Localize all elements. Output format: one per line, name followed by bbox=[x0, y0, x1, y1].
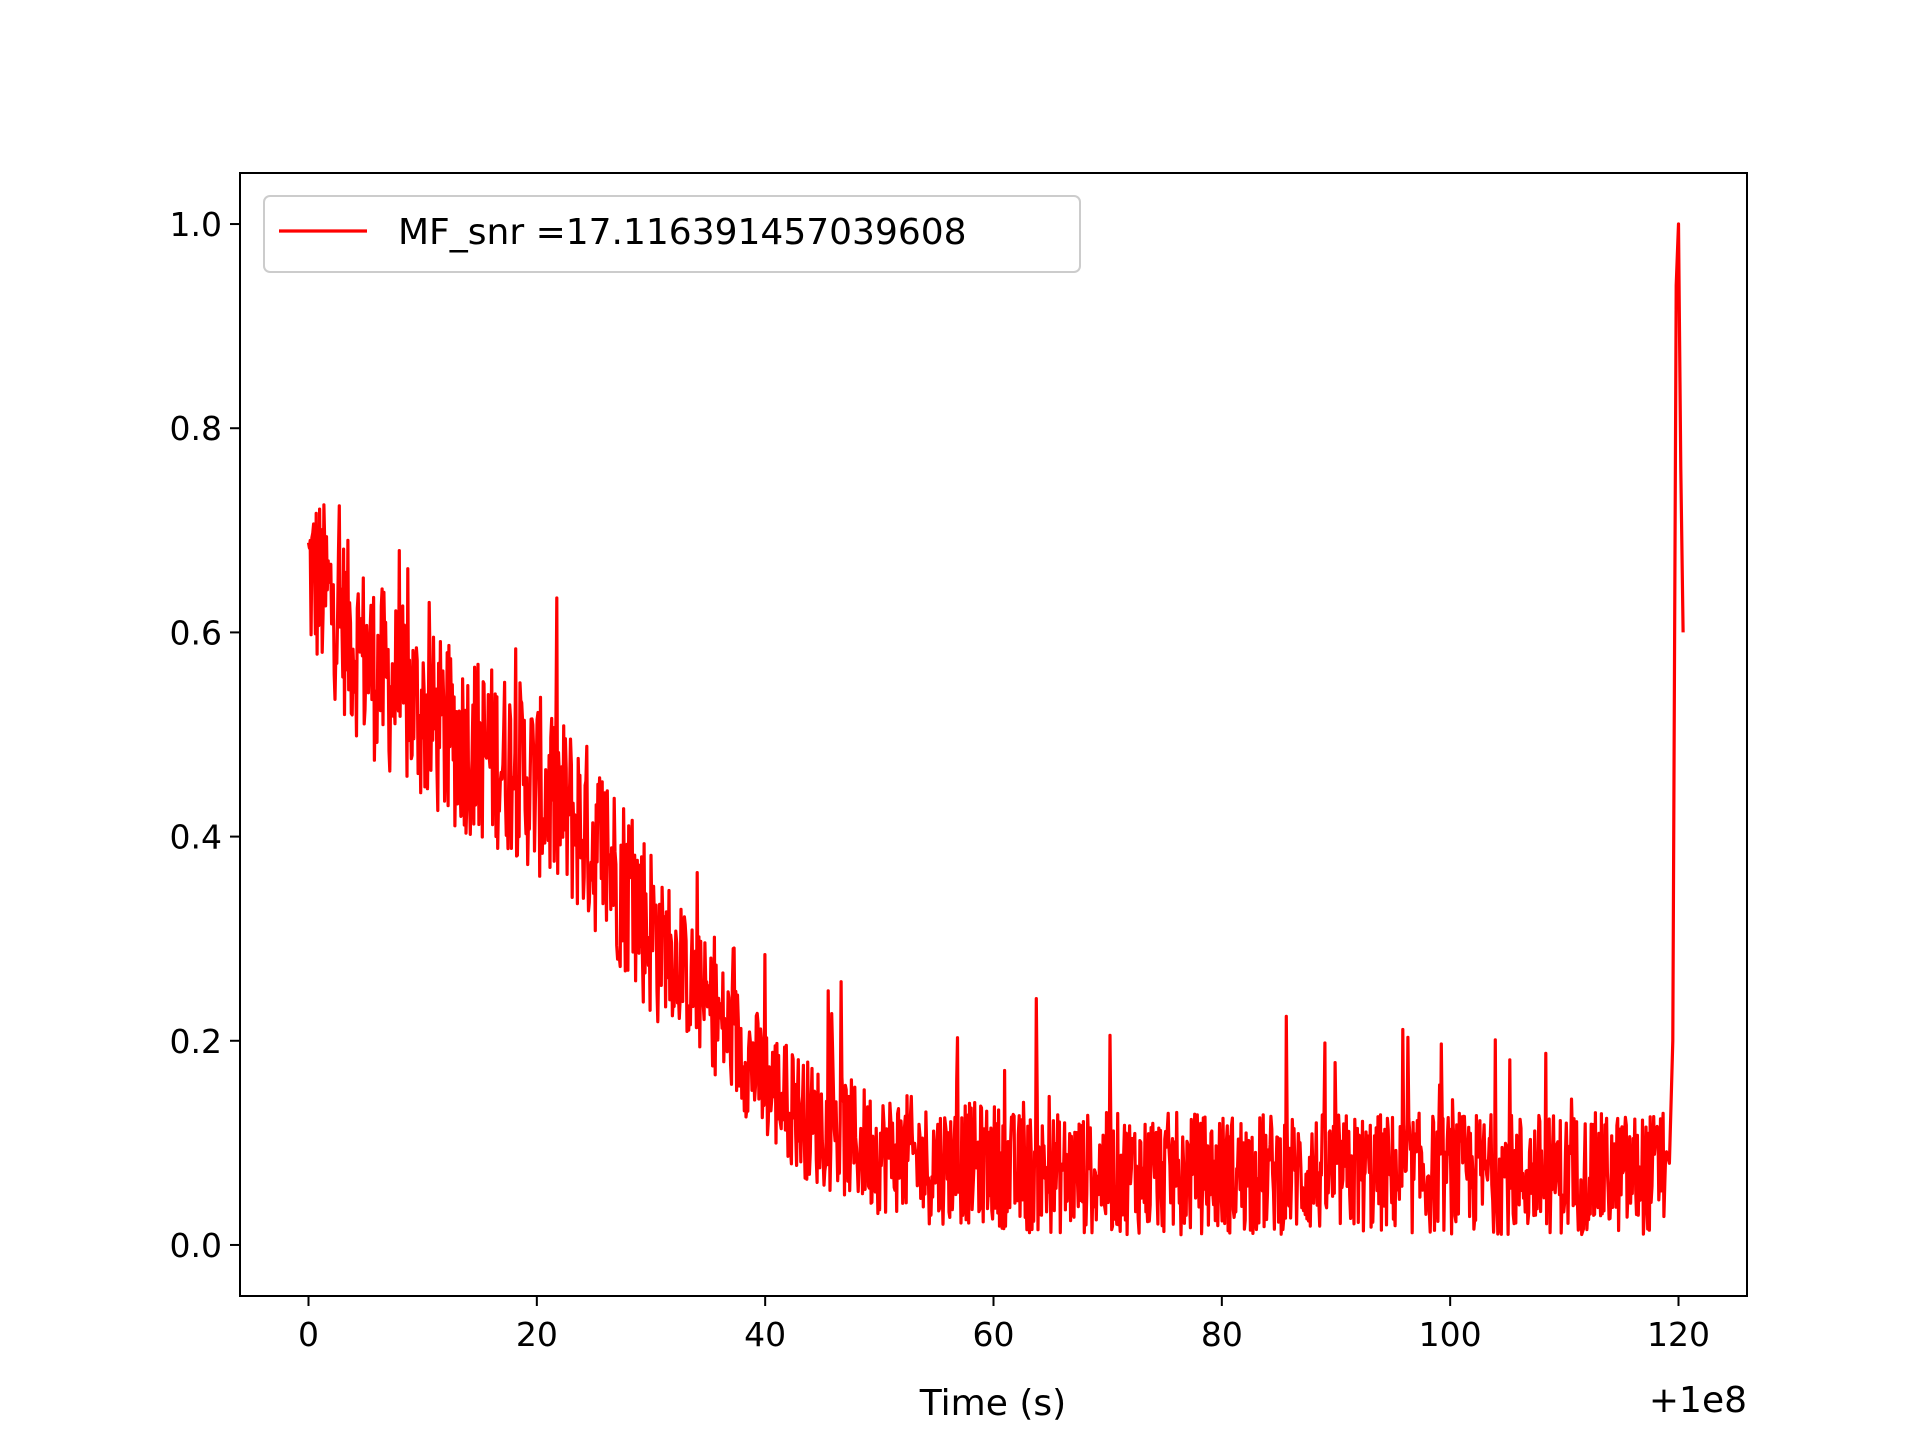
y-tick-label: 1.0 bbox=[170, 205, 222, 244]
x-tick-label: 20 bbox=[516, 1315, 558, 1354]
series-line-mf-snr bbox=[306, 222, 1685, 1237]
x-offset-label: +1e8 bbox=[1649, 1380, 1747, 1421]
y-tick-label: 0.0 bbox=[170, 1226, 222, 1265]
legend-box bbox=[263, 195, 1081, 273]
x-tick-label: 0 bbox=[298, 1315, 319, 1354]
x-tick-label: 60 bbox=[973, 1315, 1015, 1354]
y-axis: 0.0 0.2 0.4 0.6 0.8 1.0 bbox=[170, 205, 240, 1265]
y-tick-label: 0.8 bbox=[170, 409, 222, 448]
x-axis: 0 20 40 60 80 100 120 bbox=[298, 1296, 1710, 1354]
plot-area bbox=[306, 222, 1685, 1237]
y-tick-label: 0.2 bbox=[170, 1022, 222, 1061]
x-axis-label: Time (s) bbox=[919, 1383, 1066, 1424]
y-tick-label: 0.4 bbox=[170, 818, 222, 857]
y-tick-label: 0.6 bbox=[170, 613, 222, 652]
legend: MF_snr =17.116391457039608 bbox=[263, 195, 1081, 273]
legend-entry-label: MF_snr =17.116391457039608 bbox=[398, 212, 967, 253]
x-tick-label: 120 bbox=[1647, 1315, 1710, 1354]
x-tick-label: 100 bbox=[1419, 1315, 1482, 1354]
x-tick-label: 80 bbox=[1201, 1315, 1243, 1354]
x-tick-label: 40 bbox=[744, 1315, 786, 1354]
